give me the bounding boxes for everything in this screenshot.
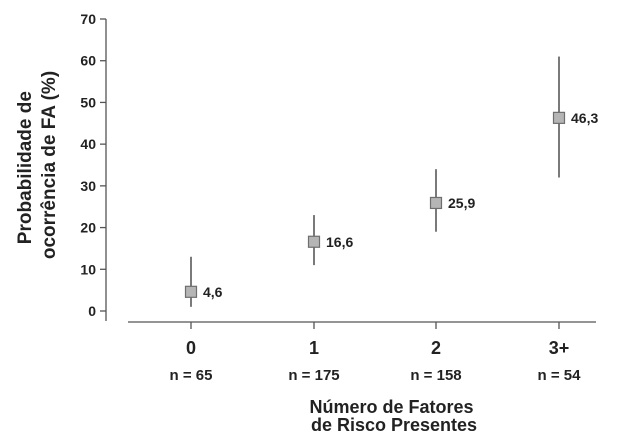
y-axis bbox=[100, 18, 107, 321]
n-labels: n = 65 n = 175 n = 158 n = 54 bbox=[170, 367, 582, 384]
y-tick-labels: 0 10 20 30 40 50 60 70 bbox=[80, 11, 96, 319]
n-label: n = 175 bbox=[288, 367, 339, 384]
y-tick-label: 30 bbox=[80, 178, 96, 194]
category-label: 2 bbox=[431, 338, 441, 358]
y-tick-label: 60 bbox=[80, 53, 96, 69]
y-axis-title-line1: Probabilidade de bbox=[15, 91, 36, 244]
y-axis-title: Probabilidade de ocorrência de FA (%) bbox=[15, 71, 60, 259]
data-point-marker bbox=[307, 235, 321, 248]
data-point-group: 46,3 bbox=[552, 56, 598, 178]
y-axis-title-line2: ocorrência de FA (%) bbox=[39, 71, 60, 259]
category-label: 3+ bbox=[549, 338, 570, 358]
n-label: n = 65 bbox=[170, 367, 213, 384]
x-axis-title: Número de Fatores de Risco Presentes bbox=[309, 397, 478, 433]
data-point-group: 4,6 bbox=[184, 256, 223, 307]
data-point-group: 16,6 bbox=[307, 215, 353, 266]
data-label: 4,6 bbox=[203, 284, 223, 300]
x-axis-title-line1: Número de Fatores bbox=[309, 397, 473, 417]
data-points: 4,6 16,6 25,9 46,3 bbox=[184, 56, 598, 307]
y-tick-label: 40 bbox=[80, 136, 96, 152]
y-tick-label: 0 bbox=[88, 303, 96, 319]
category-label: 0 bbox=[186, 338, 196, 358]
data-point-group: 25,9 bbox=[429, 169, 475, 232]
category-labels: 0 1 2 3+ bbox=[186, 338, 569, 358]
data-point-marker bbox=[429, 196, 443, 210]
y-tick-label: 10 bbox=[80, 261, 96, 277]
data-point-marker bbox=[552, 111, 566, 124]
y-tick-label: 70 bbox=[80, 11, 96, 27]
data-label: 25,9 bbox=[448, 195, 475, 211]
data-label: 46,3 bbox=[571, 110, 598, 126]
data-point-marker bbox=[184, 285, 198, 298]
x-axis-title-line2: de Risco Presentes bbox=[311, 415, 477, 433]
category-label: 1 bbox=[309, 338, 319, 358]
data-label: 16,6 bbox=[326, 234, 353, 250]
y-tick-label: 20 bbox=[80, 220, 96, 236]
y-tick-label: 50 bbox=[80, 94, 96, 110]
n-label: n = 54 bbox=[538, 367, 582, 384]
n-label: n = 158 bbox=[410, 367, 461, 384]
x-axis bbox=[128, 321, 596, 329]
